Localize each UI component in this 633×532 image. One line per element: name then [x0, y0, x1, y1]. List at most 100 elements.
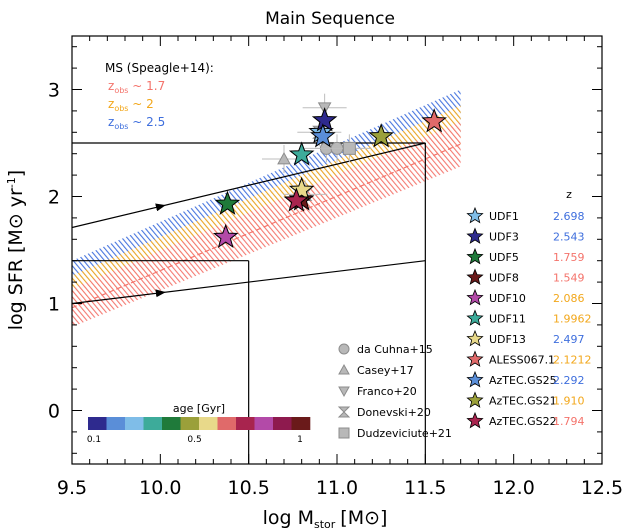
star-legend-header: z — [566, 188, 572, 201]
star-legend-z: 1.549 — [553, 272, 585, 285]
colorbar-segment — [199, 417, 218, 430]
shape-legend-label: da Cuhna+15 — [357, 343, 433, 356]
star-legend-marker — [466, 268, 484, 285]
star-legend-name: UDF8 — [489, 272, 519, 285]
shape-legend-label: Casey+17 — [357, 364, 414, 377]
star-legend-marker — [466, 411, 484, 429]
colorbar-segment — [217, 417, 237, 430]
colorbar-segment — [254, 417, 274, 430]
star-legend-name: UDF10 — [489, 292, 526, 305]
colorbar-label: 0.1 — [87, 435, 101, 445]
x-axis-label: log Mstor [M⊙] — [263, 507, 388, 531]
colorbar-segment — [143, 417, 163, 430]
star-legend-marker — [466, 370, 484, 388]
shape-legend-label: Dudzeviciute+21 — [357, 427, 452, 440]
ms-legend-title: MS (Speagle+14): — [105, 61, 214, 75]
star-legend-z: 2.497 — [553, 333, 585, 346]
ms-legend: MS (Speagle+14): zobs ~ 1.7 zobs ~ 2 zobs … — [105, 61, 214, 131]
track-arrow-1 — [155, 203, 166, 212]
star-legend-marker — [466, 247, 484, 265]
colorbar-segment — [180, 417, 200, 430]
star-legend-z: 2.543 — [553, 231, 585, 244]
star-legend-name: UDF13 — [489, 333, 526, 346]
star-aztec-gs25 — [310, 123, 336, 148]
star-legend-z: 2.292 — [553, 374, 585, 387]
colorbar-segment — [125, 417, 144, 430]
star-legend-marker — [466, 350, 484, 367]
star-markers — [212, 107, 447, 249]
star-legend: z UDF1 2.698 UDF3 2.543 UDF5 1.759 UDF8 1.549 UD… — [466, 188, 592, 429]
x-tick-label: 12.0 — [493, 477, 535, 499]
star-legend-name: UDF11 — [489, 313, 526, 326]
star-udf5 — [214, 190, 241, 215]
star-aztec-gs21 — [368, 123, 394, 148]
age-colorbar: age [Gyr] 0.1 0.5 1 — [87, 402, 311, 445]
star-legend-z: 1.759 — [553, 251, 585, 264]
shape-legend-marker-triangle-down — [338, 386, 350, 398]
colorbar-segment — [162, 417, 181, 430]
ms-bands — [72, 89, 461, 328]
x-tick-label: 9.5 — [57, 477, 87, 499]
star-legend-marker — [466, 309, 484, 326]
star-legend-marker — [466, 288, 484, 306]
ms-band-median-z1.7 — [72, 143, 461, 309]
chart-title: Main Sequence — [265, 9, 395, 29]
star-legend-name: AzTEC.GS21 — [489, 395, 557, 408]
colorbar-segment — [291, 417, 311, 430]
star-udf13 — [288, 176, 315, 201]
star-legend-name: AzTEC.GS25 — [489, 374, 557, 387]
grey-point-square-2 — [342, 141, 356, 155]
shape-legend-marker-circle — [338, 343, 350, 355]
star-legend-name: ALESS067.1 — [489, 354, 555, 367]
y-axis-label: log SFR [M⊙ yr-1] — [5, 170, 27, 330]
grey-point-triangle-up-3 — [277, 152, 291, 165]
x-tick-label: 10.5 — [228, 477, 270, 499]
colorbar-label: 0.5 — [187, 435, 201, 445]
shape-legend: da Cuhna+15 Casey+17 Franco+20 Donevski+20 D… — [337, 343, 452, 440]
star-legend-z: 1.9962 — [553, 313, 592, 326]
star-legend-z: 1.794 — [553, 415, 585, 428]
y-tick-label: 0 — [48, 401, 60, 423]
star-legend-marker — [466, 206, 484, 224]
star-legend-marker — [466, 227, 484, 244]
star-aztec-gs22 — [283, 187, 310, 212]
ms-band-z1.7 — [72, 121, 461, 328]
star-legend-name: AzTEC.GS22 — [489, 415, 557, 428]
age-colorbar-title: age [Gyr] — [173, 402, 225, 415]
y-tick-label: 3 — [48, 80, 60, 102]
star-legend-marker — [466, 329, 484, 347]
star-legend-z: 1.910 — [553, 395, 585, 408]
y-tick-label: 2 — [48, 187, 60, 209]
shape-legend-marker-triangle-up — [338, 363, 350, 375]
star-legend-marker — [466, 391, 484, 408]
x-tick-label: 11.0 — [316, 477, 358, 499]
star-legend-name: UDF3 — [489, 231, 519, 244]
track-line-1 — [72, 142, 426, 229]
shape-legend-marker-square — [338, 427, 350, 439]
ms-legend-entry: zobs ~ 2 — [108, 97, 154, 113]
star-udf3 — [311, 107, 338, 132]
ms-legend-entry: zobs ~ 2.5 — [108, 115, 165, 131]
shape-legend-marker-hourglass — [337, 406, 351, 418]
colorbar-segment — [236, 417, 255, 430]
shape-legend-label: Franco+20 — [357, 385, 417, 398]
shape-legend-label: Donevski+20 — [357, 406, 431, 419]
colorbar-segment — [88, 417, 107, 430]
star-legend-name: UDF1 — [489, 210, 519, 223]
star-legend-z: 2.698 — [553, 210, 585, 223]
ms-legend-entry: zobs ~ 1.7 — [108, 79, 165, 95]
star-udf11 — [288, 141, 315, 166]
x-tick-label: 12.5 — [581, 477, 623, 499]
x-tick-label: 10.0 — [139, 477, 181, 499]
star-udf10 — [212, 223, 239, 249]
colorbar-segment — [106, 417, 126, 430]
star-legend-name: UDF5 — [489, 251, 519, 264]
colorbar-label: 1 — [297, 435, 303, 445]
x-tick-label: 11.5 — [404, 477, 446, 499]
star-legend-z: 2.086 — [553, 292, 585, 305]
track-lines — [72, 142, 426, 464]
star-legend-z: 2.1212 — [553, 354, 592, 367]
y-tick-label: 1 — [48, 294, 60, 316]
